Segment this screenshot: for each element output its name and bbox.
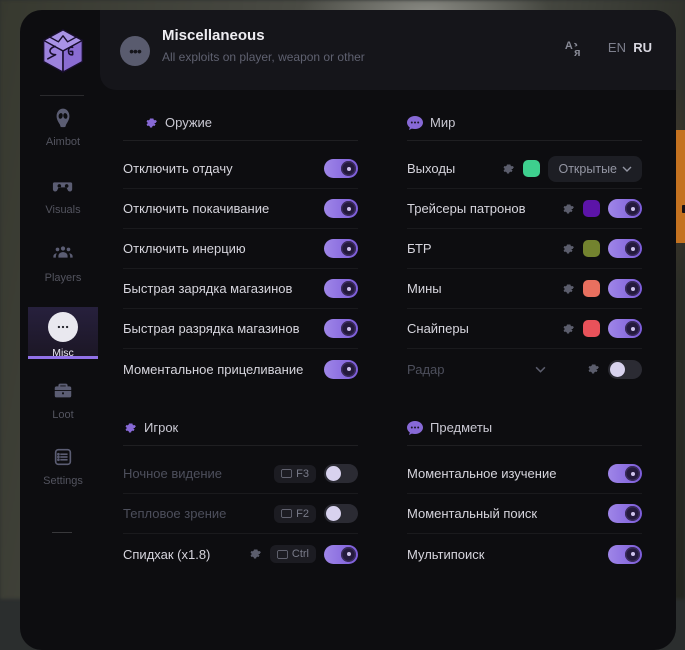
svg-text:A: A — [565, 40, 573, 52]
svg-text:я: я — [574, 47, 580, 58]
